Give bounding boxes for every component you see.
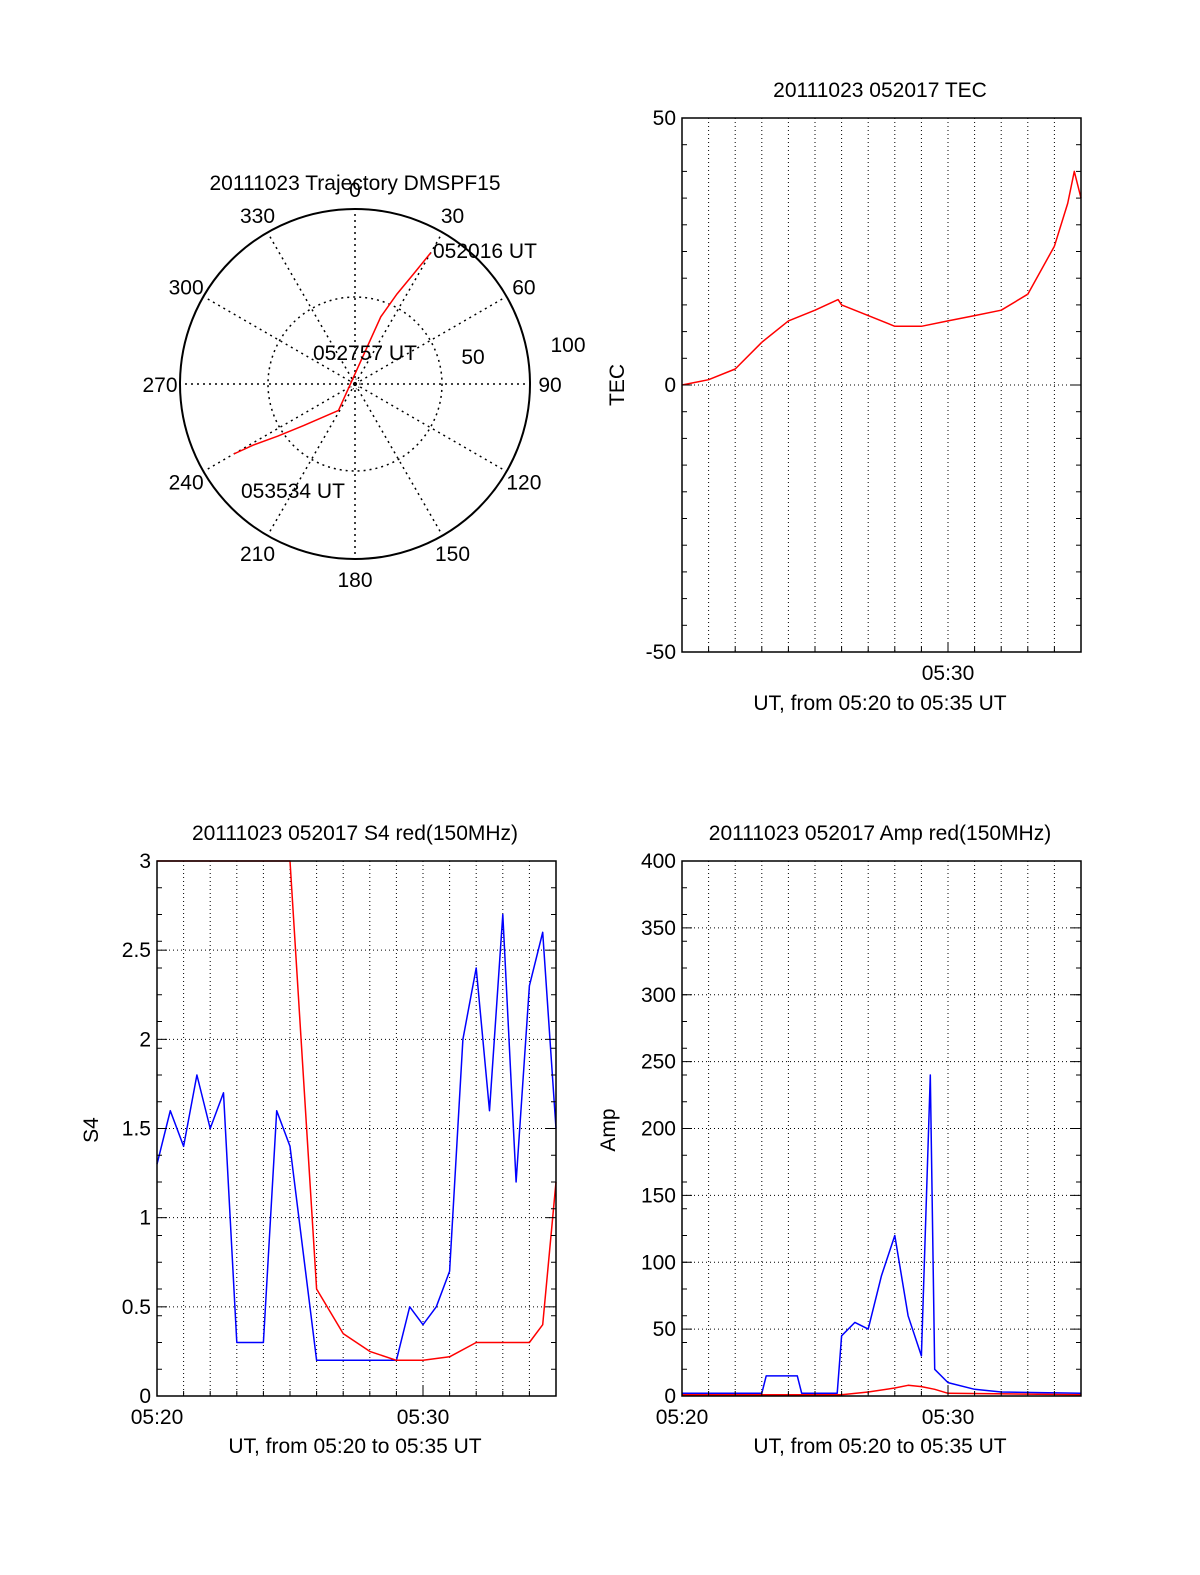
y-tick-label: 100 <box>641 1251 676 1274</box>
y-tick-label: 300 <box>641 984 676 1007</box>
trajectory-annotation: 052757 UT <box>313 342 417 365</box>
s4-xlabel: UT, from 05:20 to 05:35 UT <box>228 1435 481 1458</box>
trajectory-annotation: 053534 UT <box>241 480 345 503</box>
polar-spoke <box>266 383 356 536</box>
polar-angle-label: 30 <box>441 205 464 228</box>
trajectory-series <box>233 252 432 455</box>
polar-angle-label: 210 <box>240 543 275 566</box>
polar-angle-labels: 0 30 60 90 120 150 180 210 240 270 300 330 <box>142 179 561 592</box>
series-line-red <box>681 170 1082 386</box>
y-tick-label: 2 <box>139 1028 151 1051</box>
x-tick-label: 05:20 <box>131 1406 184 1429</box>
y-tick-label: 150 <box>641 1184 676 1207</box>
polar-angle-label: 240 <box>169 472 204 495</box>
y-tick-label: 350 <box>641 917 676 940</box>
s4-title: 20111023 052017 S4 red(150MHz) <box>192 822 518 845</box>
tec-ylabel: TEC <box>606 364 629 406</box>
y-tick-label: 1.5 <box>122 1118 151 1141</box>
polar-spoke <box>203 383 356 473</box>
series-line-blue <box>156 913 557 1362</box>
y-tick-label: 0 <box>139 1385 151 1408</box>
amp-ylabel: Amp <box>597 1108 620 1151</box>
amp-plot-area: 0 50 100 150 200 250 300 350 400 05:20 05:30 <box>641 850 1082 1429</box>
y-tick-label: 250 <box>641 1051 676 1074</box>
tec-plot-area: -50 0 50 05:30 <box>646 107 1082 685</box>
polar-spoke <box>354 295 507 385</box>
polar-inner-circle <box>267 296 443 472</box>
y-tick-label: 0 <box>664 1385 676 1408</box>
trajectory-annotation: 052016 UT <box>433 240 537 263</box>
s4-ylabel: S4 <box>80 1117 103 1143</box>
trajectory-panel: 20111023 Trajectory DMSPF15 0 30 60 90 120 15… <box>142 172 585 592</box>
y-tick-label: -50 <box>646 641 676 664</box>
s4-panel: 20111023 052017 S4 red(150MHz) UT, from … <box>80 822 557 1458</box>
amp-xlabel: UT, from 05:20 to 05:35 UT <box>753 1435 1006 1458</box>
amp-panel: 20111023 052017 Amp red(150MHz) UT, from… <box>597 822 1082 1458</box>
x-tick-label: 05:30 <box>922 662 975 685</box>
plot-frame <box>681 860 1082 1397</box>
y-tick-label: 1 <box>139 1207 151 1230</box>
polar-spoke <box>203 295 356 385</box>
y-tick-label: 50 <box>653 1318 676 1341</box>
polar-spoke <box>354 232 444 385</box>
polar-angle-label: 330 <box>240 205 275 228</box>
y-tick-label: 400 <box>641 850 676 873</box>
plot-frame <box>156 860 557 1397</box>
y-tick-label: 2.5 <box>122 939 151 962</box>
s4-plot-area: 0 0.5 1 1.5 2 2.5 3 05:20 05:30 <box>122 850 557 1429</box>
polar-angle-label: 0 <box>349 179 361 202</box>
polar-angle-label: 270 <box>142 374 177 397</box>
y-tick-label: 200 <box>641 1118 676 1141</box>
polar-angle-label: 150 <box>435 543 470 566</box>
x-tick-label: 05:20 <box>656 1406 709 1429</box>
polar-spoke <box>266 232 356 385</box>
tec-panel: 20111023 052017 TEC UT, from 05:20 to 05… <box>606 79 1082 715</box>
y-tick-label: 50 <box>653 107 676 130</box>
tec-xlabel: UT, from 05:20 to 05:35 UT <box>753 692 1006 715</box>
y-tick-label: 3 <box>139 850 151 873</box>
polar-spoke <box>354 383 507 473</box>
x-tick-label: 05:30 <box>922 1406 975 1429</box>
polar-radius-label: 50 <box>461 346 484 369</box>
y-tick-label: 0.5 <box>122 1296 151 1319</box>
y-tick-label: 0 <box>664 374 676 397</box>
polar-grid <box>179 208 531 560</box>
x-tick-label: 05:30 <box>397 1406 450 1429</box>
series-line-red <box>682 1384 1082 1396</box>
series-line-blue <box>682 1074 1082 1395</box>
polar-angle-label: 90 <box>538 374 561 397</box>
polar-angle-label: 300 <box>169 277 204 300</box>
polar-radius-labels: 50 100 <box>461 334 585 369</box>
tec-title: 20111023 052017 TEC <box>773 79 987 102</box>
plot-frame <box>681 117 1082 653</box>
trajectory-annotations: 052016 UT 052757 UT 053534 UT <box>241 240 537 503</box>
polar-radius-label: 100 <box>550 334 585 357</box>
trajectory-title: 20111023 Trajectory DMSPF15 <box>209 172 500 195</box>
polar-angle-label: 120 <box>506 472 541 495</box>
trajectory-line <box>233 252 432 455</box>
polar-angle-label: 60 <box>512 277 535 300</box>
polar-spoke <box>354 383 444 536</box>
amp-title: 20111023 052017 Amp red(150MHz) <box>709 822 1051 845</box>
polar-angle-label: 180 <box>337 569 372 592</box>
